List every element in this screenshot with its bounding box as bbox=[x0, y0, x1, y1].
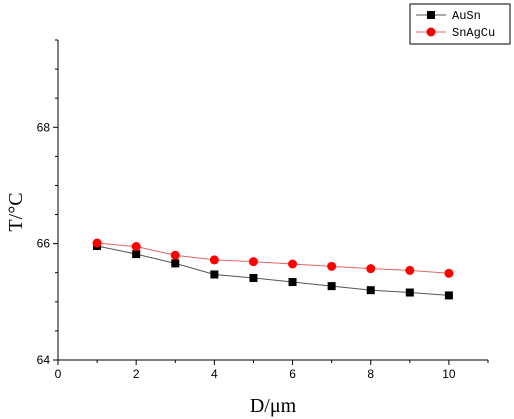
y-tick-label: 64 bbox=[37, 353, 51, 367]
y-axis-ticks: 64 66 68 bbox=[37, 39, 58, 367]
data-point bbox=[327, 282, 336, 291]
legend-box bbox=[409, 3, 511, 45]
legend-label: AuSn bbox=[452, 9, 481, 23]
plot-area bbox=[57, 40, 488, 361]
data-point bbox=[210, 270, 219, 279]
data-point bbox=[170, 250, 180, 260]
data-point bbox=[366, 264, 376, 274]
data-point bbox=[366, 286, 375, 295]
x-tick-label: 4 bbox=[211, 367, 218, 381]
y-tick-label: 68 bbox=[37, 120, 51, 134]
x-axis-title: D/μm bbox=[250, 395, 297, 417]
legend: AuSn SnAgCu bbox=[409, 3, 511, 45]
series-layer bbox=[92, 238, 454, 300]
x-axis-ticks: 0 2 4 6 8 10 bbox=[55, 360, 489, 381]
legend-label: SnAgCu bbox=[452, 26, 495, 40]
data-point bbox=[444, 268, 454, 278]
series-snagcu bbox=[92, 238, 454, 278]
x-tick-label: 0 bbox=[55, 367, 62, 381]
data-point bbox=[209, 255, 219, 265]
y-axis-title: T/°C bbox=[5, 192, 27, 231]
data-point bbox=[131, 242, 141, 252]
data-point bbox=[132, 250, 141, 259]
data-point bbox=[249, 273, 258, 282]
series-line bbox=[96, 245, 449, 296]
data-point bbox=[405, 288, 414, 297]
x-tick-label: 8 bbox=[367, 367, 374, 381]
x-tick-label: 6 bbox=[289, 367, 296, 381]
legend-marker bbox=[427, 11, 435, 19]
data-point bbox=[92, 238, 102, 248]
legend-items: AuSn SnAgCu bbox=[416, 9, 495, 40]
series-line bbox=[97, 242, 449, 274]
x-tick-label: 10 bbox=[442, 367, 456, 381]
legend-marker bbox=[426, 27, 436, 37]
data-point bbox=[288, 259, 298, 269]
data-point bbox=[444, 291, 453, 300]
series-ausn bbox=[93, 241, 453, 300]
data-point bbox=[248, 257, 258, 267]
y-tick-label: 66 bbox=[37, 237, 51, 251]
data-point bbox=[405, 265, 415, 275]
data-point bbox=[327, 261, 337, 271]
x-tick-label: 2 bbox=[133, 367, 140, 381]
data-point bbox=[171, 259, 180, 268]
data-point bbox=[288, 278, 297, 287]
